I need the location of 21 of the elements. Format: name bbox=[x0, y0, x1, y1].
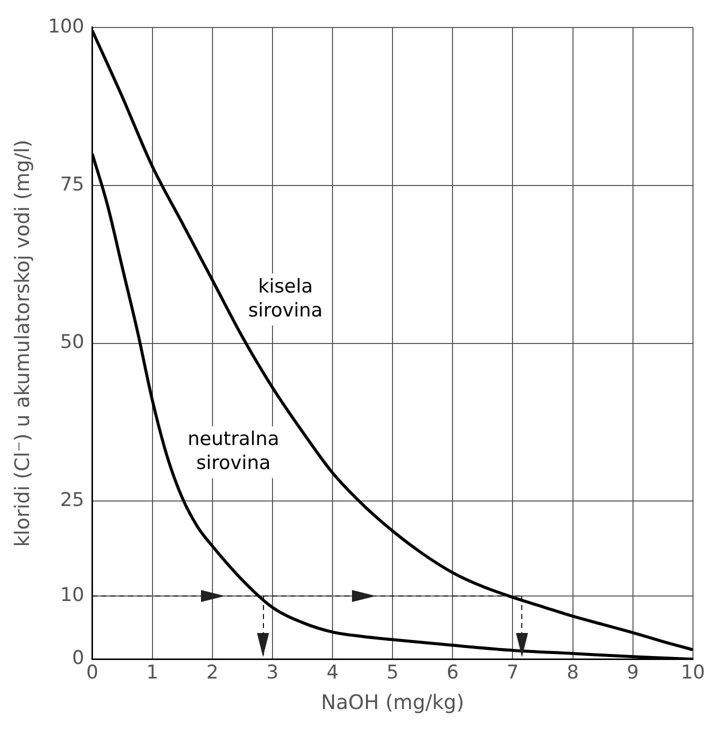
x-tick-label: 7 bbox=[506, 662, 519, 684]
y-tick-label: 0 bbox=[72, 647, 84, 670]
x-tick-label: 9 bbox=[626, 662, 639, 684]
y-tick-label: 10 bbox=[60, 584, 84, 606]
x-tick-label: 4 bbox=[326, 662, 339, 684]
x-tick-label: 1 bbox=[146, 662, 158, 684]
y-axis-title: kloridi (Cl⁻) u akumulatorskoj vodi (mg/l) bbox=[10, 140, 34, 547]
x-tick-label: 0 bbox=[86, 662, 98, 684]
series-label: kisela sirovina bbox=[248, 275, 323, 322]
y-tick-label: 25 bbox=[60, 489, 84, 512]
x-tick-label: 10 bbox=[680, 662, 706, 684]
x-tick-label: 3 bbox=[266, 662, 279, 684]
x-tick-label: 5 bbox=[386, 662, 399, 684]
y-tick-label: 100 bbox=[48, 15, 84, 38]
x-tick-label: 8 bbox=[566, 662, 579, 684]
x-axis-title: NaOH (mg/kg) bbox=[321, 690, 464, 714]
y-tick-label: 50 bbox=[60, 331, 84, 354]
x-tick-label: 6 bbox=[446, 662, 459, 684]
series-label: neutralna sirovina bbox=[188, 428, 280, 474]
y-tick-label: 75 bbox=[60, 173, 84, 196]
x-tick-label: 2 bbox=[206, 662, 218, 684]
